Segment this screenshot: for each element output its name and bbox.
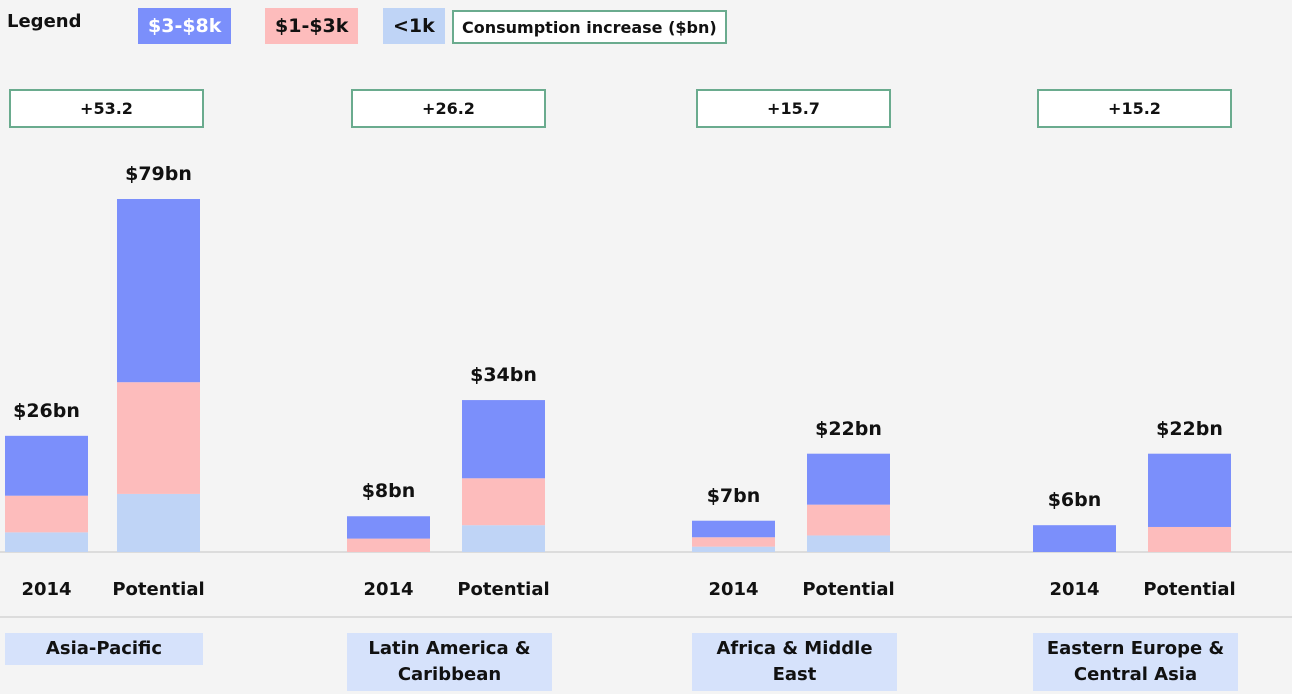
x-tick-label: Potential: [1143, 579, 1236, 600]
increase-box: [9, 89, 204, 128]
bar-segment: [5, 495, 88, 533]
bar-segment: [692, 537, 775, 547]
increase-box: [1037, 89, 1232, 128]
group-label: Eastern Europe & Central Asia: [1033, 633, 1238, 691]
bar-segment: [692, 546, 775, 552]
group-label: Africa & Middle East: [692, 633, 897, 691]
legend-item: $3-$8k: [138, 8, 232, 44]
x-tick-label: Potential: [802, 579, 895, 600]
bar-segment: [117, 382, 200, 494]
increase-label: +15.2: [1108, 99, 1161, 118]
bar-segment: [1033, 525, 1116, 552]
bar-segment: [1148, 453, 1231, 527]
total-label: $79bn: [125, 163, 192, 185]
bar-segment: [462, 478, 545, 526]
bar-segment: [807, 535, 890, 552]
total-label: $26bn: [13, 399, 80, 422]
bar-segment: [347, 516, 430, 539]
total-label: $34bn: [470, 364, 537, 387]
increase-label: +53.2: [80, 99, 133, 118]
bar-segment: [5, 435, 88, 496]
bar-segment: [692, 520, 775, 538]
total-label: $22bn: [1156, 417, 1223, 440]
bar-segment: [117, 199, 200, 383]
total-label: $6bn: [1047, 489, 1102, 512]
x-tick-label: Potential: [112, 579, 205, 600]
x-tick-label: 2014: [708, 579, 759, 600]
bar-segment: [347, 538, 430, 552]
bar-segment: [5, 532, 88, 552]
x-tick-label: 2014: [1049, 579, 1100, 600]
bar-segment: [807, 453, 890, 505]
increase-box: [351, 89, 546, 128]
total-label: $22bn: [815, 417, 882, 440]
x-tick-label: 2014: [363, 579, 414, 600]
increase-label: +26.2: [422, 99, 475, 118]
legend-title: Legend: [7, 11, 82, 32]
group-label: Latin America & Caribbean: [347, 633, 552, 691]
increase-box: [696, 89, 891, 128]
increase-label: +15.7: [767, 99, 820, 118]
legend-increase: Consumption increase ($bn): [452, 10, 727, 44]
legend-item: <1k: [383, 8, 445, 44]
total-label: $7bn: [706, 484, 761, 507]
x-tick-label: Potential: [457, 579, 550, 600]
x-tick-label: 2014: [21, 579, 72, 600]
bar-segment: [1148, 526, 1231, 552]
bar-segment: [462, 525, 545, 552]
total-label: $8bn: [361, 480, 416, 503]
group-label: Asia-Pacific: [5, 633, 203, 665]
bar-segment: [117, 493, 200, 552]
legend-item: $1-$3k: [265, 8, 359, 44]
bar-segment: [807, 504, 890, 536]
bar-segment: [462, 400, 545, 479]
